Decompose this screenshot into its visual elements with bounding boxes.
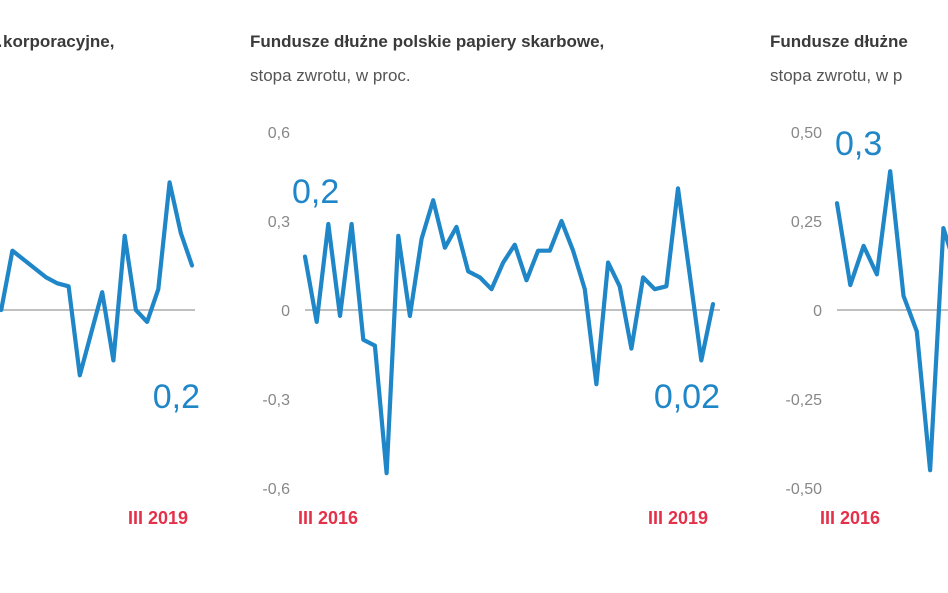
y-tick-label: 0,25	[791, 214, 822, 231]
series-line	[0, 180, 195, 378]
chart-panel-1: …korporacyjne, III 2019 0,2	[0, 0, 230, 593]
chart-title: Fundusze dłużne polskie papiery skarbowe…	[250, 32, 605, 51]
chart-title: …korporacyjne,	[0, 32, 115, 51]
chart-panel-2: Fundusze dłużne polskie papiery skarbowe…	[250, 0, 730, 593]
y-tick-label: 0,50	[791, 125, 822, 142]
chart-subtitle: stopa zwrotu, w proc.	[250, 66, 411, 85]
start-value-label: 0,3	[835, 125, 882, 163]
start-value-label: 0,2	[292, 173, 339, 211]
series-line	[302, 186, 716, 476]
x-start-label: III 2016	[820, 508, 880, 528]
end-value-label: 0,2	[153, 378, 200, 416]
x-start-label: III 2016	[298, 508, 358, 528]
y-tick-label: -0,3	[262, 392, 290, 409]
y-tick-label: -0,25	[786, 392, 823, 409]
y-tick-label: 0,6	[268, 125, 290, 142]
line-chart-1: III 2019 0,2	[0, 180, 200, 528]
y-tick-label: 0	[281, 303, 290, 320]
end-value-label: 0,02	[654, 378, 720, 416]
chart-subtitle: stopa zwrotu, w p	[770, 66, 903, 85]
chart-title: Fundusze dłużne	[770, 32, 908, 51]
y-tick-label: 0	[813, 303, 822, 320]
x-end-label: III 2019	[648, 508, 708, 528]
y-tick-label: 0,3	[268, 214, 290, 231]
y-tick-label: -0,50	[786, 481, 823, 498]
y-tick-label: -0,6	[262, 481, 290, 498]
line-chart-2: 0,6 0,3 0 -0,3 -0,6 III 2016 III 2019 0,2 0,02	[262, 125, 720, 528]
chart-panel-3: Fundusze dłużne stopa zwrotu, w p 0,50 0,…	[770, 0, 948, 593]
series-line	[834, 169, 948, 473]
x-end-label: III 2019	[128, 508, 188, 528]
line-chart-3: 0,50 0,25 0 -0,25 -0,50 III 2016 0,3	[786, 125, 948, 528]
